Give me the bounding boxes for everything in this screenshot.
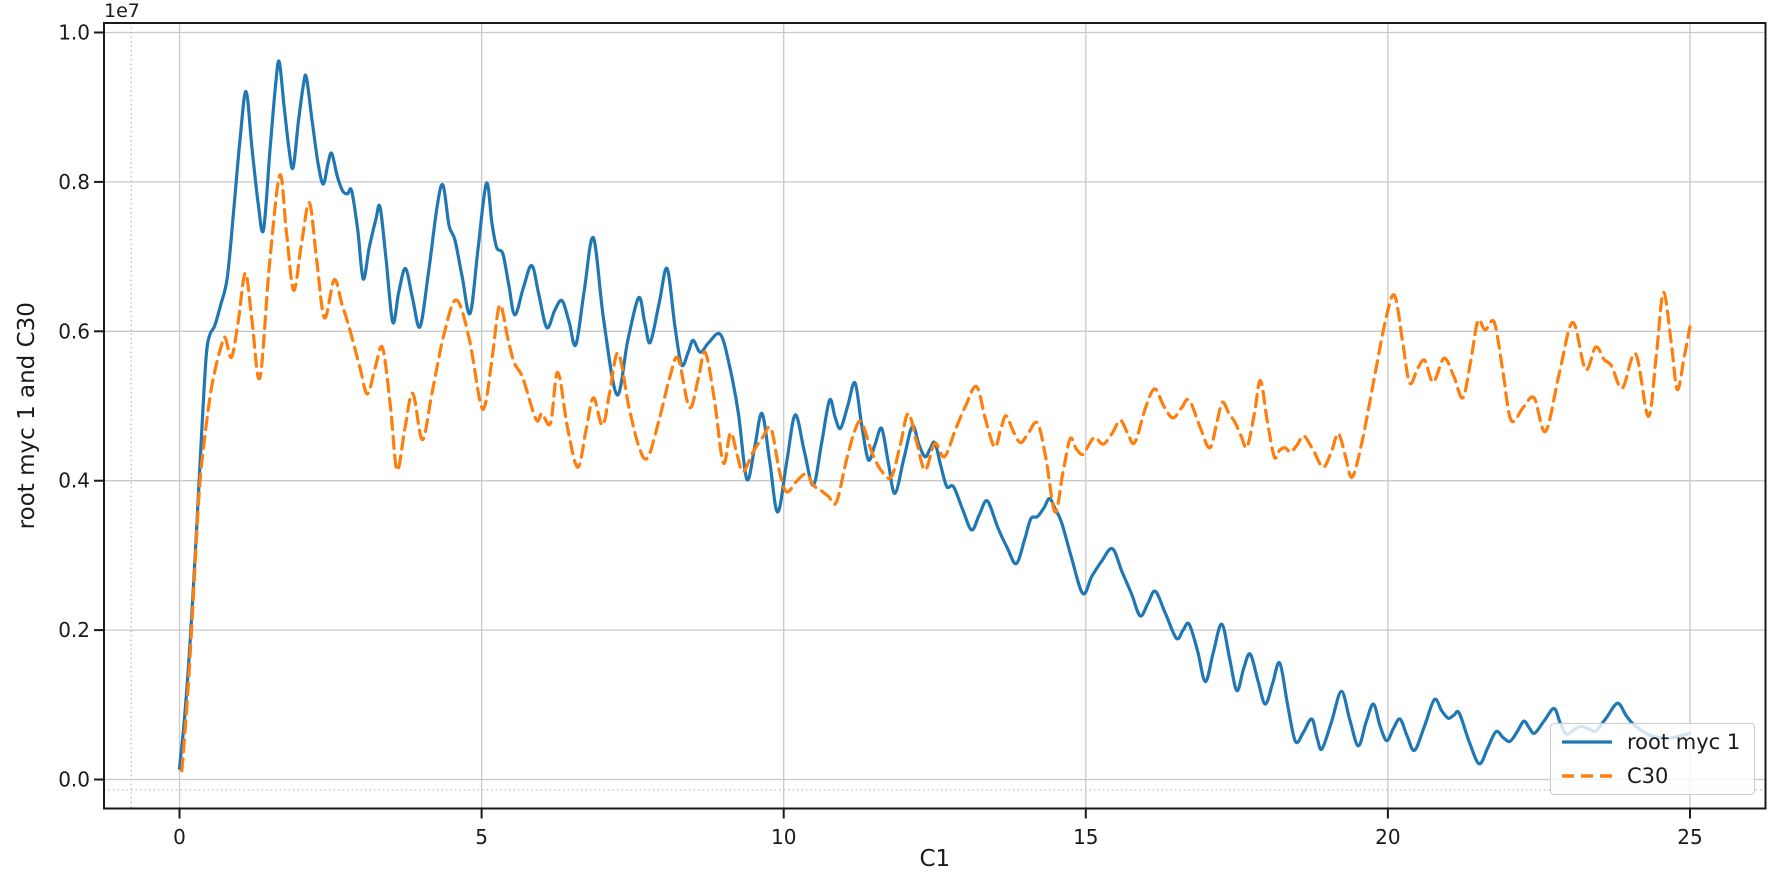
legend-label-root-myc-1: root myc 1 [1627,730,1741,754]
legend: root myc 1 C30 [1550,723,1755,795]
legend-dashed-line-icon [1562,774,1612,778]
tick-marks [94,31,1691,819]
y-tick-label-5: 1.0 [58,21,90,45]
y-tick-label-1: 0.2 [58,618,90,642]
x-tick-label-2: 10 [771,825,796,849]
y-tick-label-4: 0.8 [58,170,90,194]
y-axis-offset-text: 1e7 [104,0,140,22]
legend-entry-root-myc-1: root myc 1 [1561,728,1744,756]
x-tick-label-3: 15 [1073,825,1098,849]
axes-spines [103,22,1767,810]
legend-entry-c30: C30 [1561,762,1744,790]
y-axis-label: root myc 1 and C30 [14,302,40,529]
minor-dotted-grid [104,23,1766,809]
x-tick-label-1: 5 [475,825,488,849]
x-axis-label: C1 [919,846,950,872]
x-tick-label-0: 0 [173,825,186,849]
series-lines [177,59,1692,773]
y-tick-label-0: 0.0 [58,767,90,791]
legend-solid-line-icon [1562,740,1612,744]
legend-label-c30: C30 [1627,764,1669,788]
series-line-root-myc-1 [177,59,1692,770]
x-tick-label-5: 25 [1677,825,1702,849]
y-tick-label-3: 0.6 [58,319,90,343]
series-line-c30 [180,173,1692,773]
grid [104,23,1766,809]
y-tick-label-2: 0.4 [58,469,90,493]
x-tick-label-4: 20 [1375,825,1400,849]
